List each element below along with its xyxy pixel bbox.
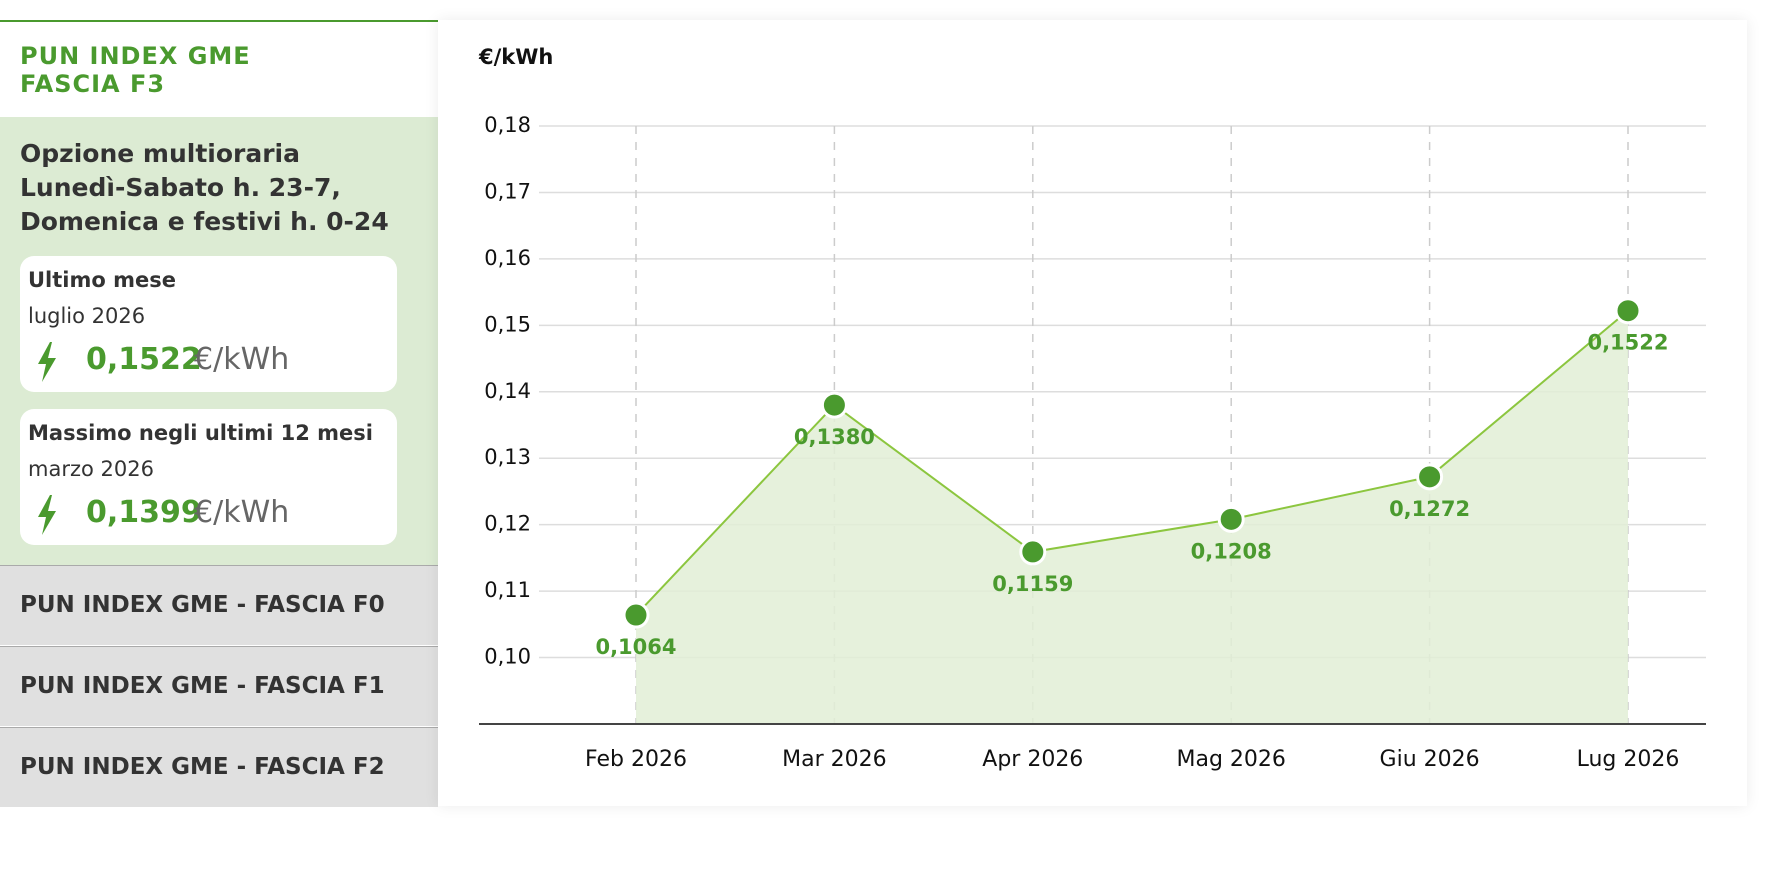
tab[interactable]: PUN INDEX GME - FASCIA F1 <box>0 646 438 726</box>
description: Opzione multioraria <box>20 139 300 168</box>
bolt-icon <box>38 342 56 382</box>
point <box>1614 297 1642 325</box>
y-tick-label: 0,18 <box>484 113 531 137</box>
x-tick-label: Feb 2026 <box>585 747 687 772</box>
y-tick-label: 0,15 <box>484 312 531 336</box>
y-tick-label: 0,10 <box>484 645 531 669</box>
y-tick-label: 0,16 <box>484 246 531 270</box>
data-label: 0,1064 <box>595 635 676 659</box>
tab[interactable]: PUN INDEX GME - FASCIA F2 <box>0 727 438 807</box>
card-unit: €/kWh <box>194 495 290 530</box>
x-tick-label: Giu 2026 <box>1380 747 1480 772</box>
x-tick-label: Lug 2026 <box>1577 747 1680 772</box>
point <box>820 391 848 419</box>
y-tick-label: 0,13 <box>484 445 531 469</box>
active-tab-header[interactable]: PUN INDEX GME FASCIA F3 <box>0 20 438 117</box>
point <box>622 601 650 629</box>
card-value: 0,1399 <box>86 495 202 530</box>
point <box>1019 538 1047 566</box>
y-tick-label: 0,17 <box>484 179 531 203</box>
description: Domenica e festivi h. 0-24 <box>20 207 389 236</box>
y-tick-label: 0,12 <box>484 512 531 536</box>
x-tick-label: Mag 2026 <box>1176 747 1285 772</box>
data-label: 0,1522 <box>1587 331 1668 355</box>
y-tick-label: 0,14 <box>484 379 531 403</box>
card-period: luglio 2026 <box>28 304 146 328</box>
y-tick-label: 0,11 <box>484 578 531 602</box>
tab-panel: Opzione multioraria Lunedì-Sabato h. 23-… <box>0 117 438 565</box>
data-label: 0,1380 <box>794 425 875 449</box>
info-card: Massimo negli ultimi 12 mesi marzo 2026 … <box>20 409 397 545</box>
line <box>635 309 1629 616</box>
description: Lunedì-Sabato h. 23-7, <box>20 173 341 202</box>
data-label: 0,1159 <box>992 572 1073 596</box>
y-axis-label: €/kWh <box>478 45 553 69</box>
card-unit: €/kWh <box>194 342 290 377</box>
data-label: 0,1272 <box>1389 497 1470 521</box>
area <box>636 310 1628 724</box>
card-period: marzo 2026 <box>28 457 154 481</box>
x-tick-label: Apr 2026 <box>982 747 1083 772</box>
tab-title: FASCIA F3 <box>20 70 166 98</box>
card-value: 0,1522 <box>86 342 202 377</box>
x-tick-label: Mar 2026 <box>782 747 887 772</box>
card-label: Massimo negli ultimi 12 mesi <box>28 421 373 445</box>
data-label: 0,1208 <box>1191 539 1272 563</box>
tab[interactable]: PUN INDEX GME - FASCIA F0 <box>0 565 438 645</box>
bolt-icon <box>38 495 56 535</box>
info-card: Ultimo mese luglio 2026 0,1522 €/kWh <box>20 256 397 392</box>
point <box>1217 505 1245 533</box>
card-label: Ultimo mese <box>28 268 176 292</box>
point <box>1416 463 1444 491</box>
tab-title: PUN INDEX GME <box>20 42 251 70</box>
